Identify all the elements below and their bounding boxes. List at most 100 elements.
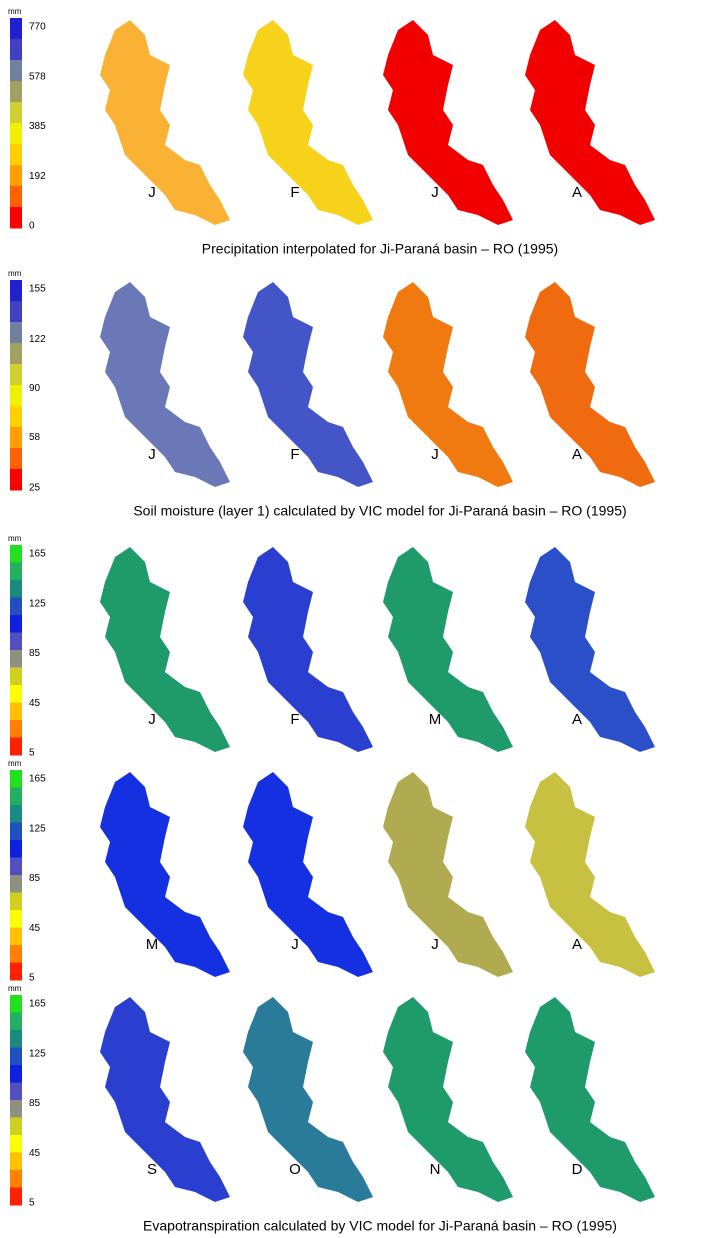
colorbar-segment xyxy=(10,650,22,668)
basin-map xyxy=(525,997,655,1202)
colorbar-segment xyxy=(10,1065,22,1083)
colorbar-segment xyxy=(10,823,22,841)
colorbar-segment xyxy=(10,703,22,721)
colorbar-segment xyxy=(10,1188,22,1206)
scale-label: 5 xyxy=(29,973,35,984)
colorbar-segment xyxy=(10,1153,22,1171)
colorbar-segment xyxy=(10,788,22,806)
colorbar-segment xyxy=(10,685,22,703)
scale-label: 5 xyxy=(29,1198,35,1209)
scale-label: 45 xyxy=(29,1148,41,1159)
basin-map xyxy=(525,282,655,487)
scale-label: 770 xyxy=(29,22,46,33)
colorbar-segment xyxy=(10,469,22,491)
colorbar-segment xyxy=(10,770,22,788)
scale-label: 85 xyxy=(29,648,41,659)
month-label: A xyxy=(572,936,582,953)
basin-map xyxy=(243,282,373,487)
colorbar-segment xyxy=(10,963,22,981)
colorbar-segment xyxy=(10,893,22,911)
colorbar-segment xyxy=(10,301,22,323)
month-label: J xyxy=(431,184,439,201)
scale-label: 122 xyxy=(29,334,46,345)
colorbar-segment xyxy=(10,668,22,686)
scale-label: 0 xyxy=(29,221,35,232)
scale-label: 165 xyxy=(29,999,46,1010)
scale-label: 385 xyxy=(29,121,46,132)
colorbar-segment xyxy=(10,448,22,470)
colorbar-segment xyxy=(10,1135,22,1153)
month-label: M xyxy=(429,711,442,728)
colorbar-segment xyxy=(10,123,22,145)
caption: Soil moisture (layer 1) calculated by VI… xyxy=(133,503,626,519)
colorbar-segment xyxy=(10,858,22,876)
basin-map xyxy=(383,547,513,752)
scale-label: 125 xyxy=(29,823,46,834)
scale-label: 125 xyxy=(29,598,46,609)
colorbar-segment xyxy=(10,928,22,946)
colorbar-segment xyxy=(10,580,22,598)
basin-map xyxy=(243,547,373,752)
scale-label: 85 xyxy=(29,873,41,884)
colorbar-segment xyxy=(10,406,22,428)
colorbar-segment xyxy=(10,186,22,208)
colorbar-segment xyxy=(10,280,22,302)
colorbar-segment xyxy=(10,1100,22,1118)
scale-label: 85 xyxy=(29,1098,41,1109)
basin-map xyxy=(383,282,513,487)
colorbar-segment xyxy=(10,1013,22,1031)
colorbar-segment xyxy=(10,1048,22,1066)
colorbar-segment xyxy=(10,165,22,187)
basin-map xyxy=(243,772,373,977)
colorbar-segment xyxy=(10,563,22,581)
basin-map xyxy=(525,20,655,225)
basin-map xyxy=(383,997,513,1202)
month-label: J xyxy=(431,936,439,953)
basin-map xyxy=(100,547,230,752)
scale-label: 165 xyxy=(29,774,46,785)
basin-map xyxy=(383,772,513,977)
colorbar-segment xyxy=(10,102,22,124)
scale-label: 58 xyxy=(29,432,41,443)
scale-label: 45 xyxy=(29,698,41,709)
colorbar-segment xyxy=(10,720,22,738)
scale-label: 578 xyxy=(29,71,46,82)
colorbar-segment xyxy=(10,322,22,344)
colorbar-segment xyxy=(10,598,22,616)
scale-label: 165 xyxy=(29,549,46,560)
colorbar-segment xyxy=(10,875,22,893)
month-label: A xyxy=(572,184,582,201)
month-label: D xyxy=(572,1161,583,1178)
basin-map xyxy=(100,772,230,977)
colorbar-segment xyxy=(10,805,22,823)
month-label: F xyxy=(290,184,299,201)
unit-label: mm xyxy=(8,759,22,768)
colorbar-segment xyxy=(10,60,22,82)
scale-label: 45 xyxy=(29,923,41,934)
basin-map xyxy=(525,772,655,977)
colorbar-segment xyxy=(10,385,22,407)
scale-label: 90 xyxy=(29,383,41,394)
colorbar-segment xyxy=(10,144,22,166)
colorbar-segment xyxy=(10,1083,22,1101)
basin-map xyxy=(100,282,230,487)
scale-label: 5 xyxy=(29,748,35,759)
unit-label: mm xyxy=(8,534,22,543)
month-label: F xyxy=(290,446,299,463)
colorbar-segment xyxy=(10,995,22,1013)
colorbar-segment xyxy=(10,207,22,229)
basin-map xyxy=(100,20,230,225)
colorbar-segment xyxy=(10,545,22,563)
colorbar-segment xyxy=(10,343,22,365)
colorbar-segment xyxy=(10,1170,22,1188)
month-label: O xyxy=(289,1161,301,1178)
month-label: J xyxy=(431,446,439,463)
month-label: A xyxy=(572,446,582,463)
basin-map xyxy=(100,997,230,1202)
colorbar-segment xyxy=(10,364,22,386)
month-label: J xyxy=(148,446,156,463)
colorbar-segment xyxy=(10,18,22,40)
scale-label: 192 xyxy=(29,171,46,182)
caption: Precipitation interpolated for Ji-Paraná… xyxy=(202,241,558,257)
figure: mm 770 578 385 192 0 J F J A Precipitation interpo… xyxy=(0,0,713,1238)
